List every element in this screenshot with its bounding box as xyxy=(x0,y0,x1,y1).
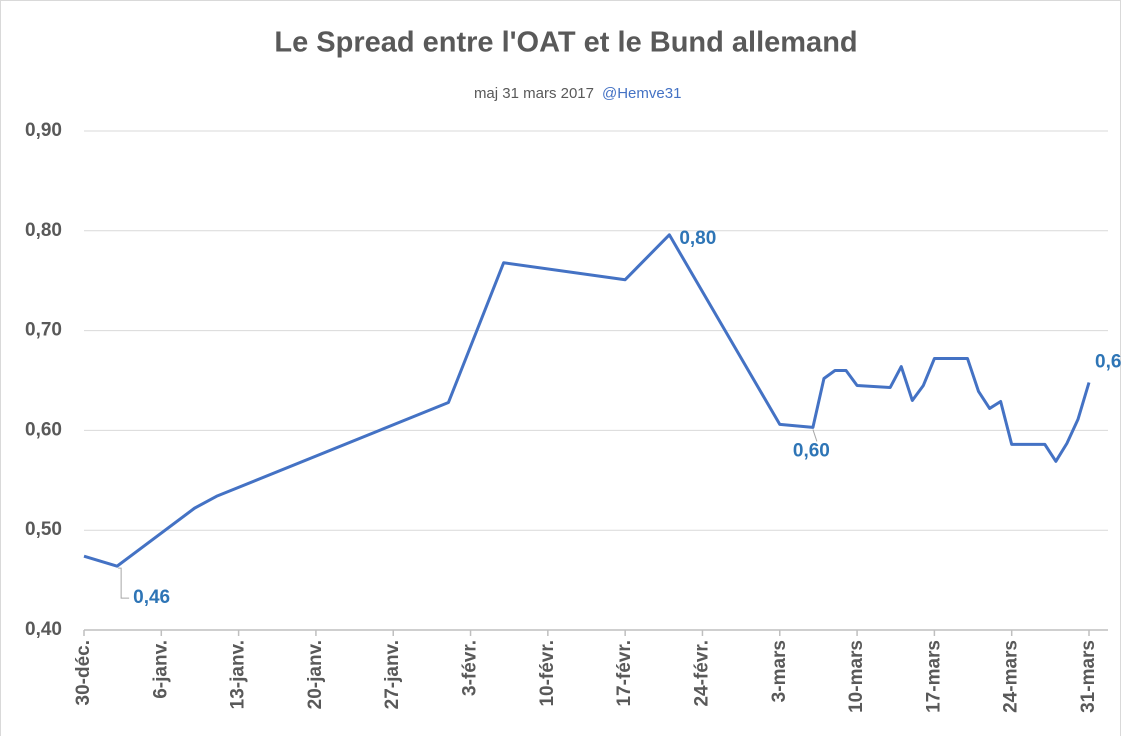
data-label: 0,60 xyxy=(793,440,830,461)
leader-line xyxy=(118,567,130,599)
x-tick-label: 10-mars xyxy=(846,640,867,713)
leader-line xyxy=(812,429,818,442)
x-tick-label: 13-janv. xyxy=(228,640,249,709)
data-label: 0,65 xyxy=(1095,352,1121,373)
data-label: 0,80 xyxy=(679,228,716,249)
x-tick-label: 6-janv. xyxy=(150,640,171,699)
chart-title: Le Spread entre l'OAT et le Bund alleman… xyxy=(274,27,857,59)
x-tick-label: 24-févr. xyxy=(691,640,712,707)
y-tick-label: 0,70 xyxy=(25,320,62,341)
y-tick-label: 0,40 xyxy=(25,619,62,640)
x-tick-label: 3-févr. xyxy=(460,640,481,696)
y-tick-label: 0,50 xyxy=(25,519,62,540)
x-tick-label: 31-mars xyxy=(1078,640,1099,713)
y-tick-label: 0,60 xyxy=(25,419,62,440)
x-tick-label: 24-mars xyxy=(1001,640,1022,713)
x-tick-label: 20-janv. xyxy=(305,640,326,709)
y-tick-label: 0,90 xyxy=(25,120,62,141)
data-label: 0,46 xyxy=(133,587,170,608)
x-tick-label: 3-mars xyxy=(769,640,790,702)
data-line xyxy=(83,233,1091,568)
x-tick-label: 30-déc. xyxy=(73,640,94,705)
y-tick-label: 0,80 xyxy=(25,220,62,241)
x-tick-label: 10-févr. xyxy=(537,640,558,707)
x-tick-label: 17-mars xyxy=(923,640,944,713)
chart-subtitle: maj 31 mars 2017 xyxy=(474,85,594,102)
x-tick-label: 27-janv. xyxy=(382,640,403,709)
x-tick-label: 17-févr. xyxy=(614,640,635,707)
chart-credit: @Hemve31 xyxy=(602,85,681,102)
